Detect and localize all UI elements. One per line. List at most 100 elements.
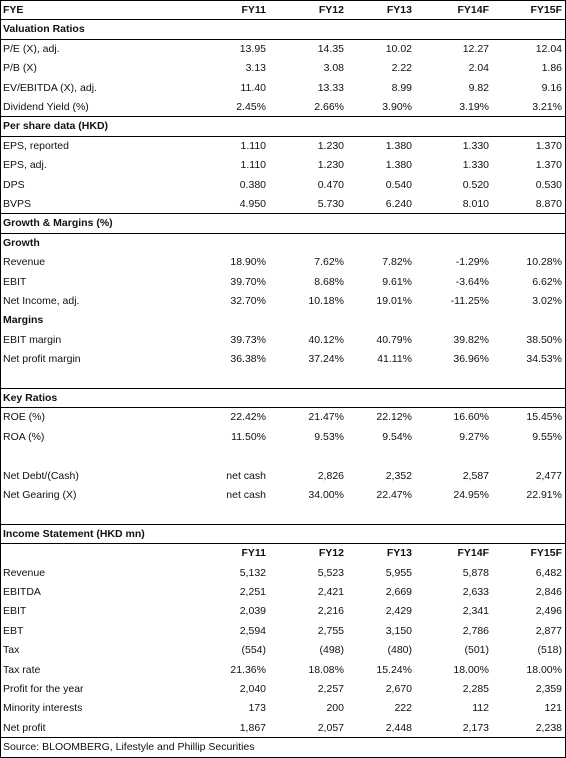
row-value: 2,216 (317, 605, 344, 618)
row-value: 12.27 (462, 42, 489, 55)
header-column: FY13 (386, 4, 412, 16)
row-value: 200 (326, 702, 344, 715)
row-value: 5,132 (239, 566, 266, 579)
row-value: 18.00% (526, 663, 562, 676)
row-value: 5,955 (385, 566, 412, 579)
row-value: 2,040 (239, 683, 266, 695)
row-label: Profit for the year (3, 683, 84, 695)
row-label: Revenue (3, 566, 46, 579)
row-label: Dividend Yield (%) (3, 101, 89, 113)
section-title: Per share data (HKD) (3, 120, 109, 133)
row-value: net cash (226, 489, 266, 501)
rule (1, 737, 565, 739)
row-value: 22.12% (376, 411, 412, 424)
row-value: 12.04 (535, 42, 562, 55)
row-value: 3.08 (323, 62, 344, 75)
row-value: 9.16 (541, 81, 562, 94)
header-column: FY11 (241, 4, 266, 16)
row-value: 1.370 (535, 139, 562, 152)
row-value: 39.70% (230, 275, 266, 288)
rule (1, 19, 565, 21)
row-value: 2,755 (317, 624, 344, 637)
rule (1, 135, 565, 137)
row-value: 37.24% (308, 353, 344, 366)
row-value: 2,670 (385, 683, 412, 695)
row-value: 6.62% (532, 275, 562, 288)
row-value: 0.380 (239, 178, 266, 191)
row-value: 3.90% (382, 101, 412, 113)
row-value: 11.50% (231, 430, 266, 443)
row-value: 8.68% (314, 275, 344, 288)
row-value: 2,429 (385, 605, 412, 618)
row-value: 0.540 (385, 178, 412, 191)
row-value: 2.04 (468, 62, 489, 75)
row-value: 2,341 (462, 605, 489, 618)
row-value: 2,057 (317, 721, 344, 734)
column-header: FY11 (241, 547, 266, 560)
row-label: EBIT margin (3, 333, 62, 346)
row-value: 0.470 (317, 178, 344, 191)
row-value: 8.99 (391, 81, 412, 94)
row-value: 40.12% (308, 333, 344, 346)
row-value: 1.86 (541, 62, 562, 75)
row-value: 40.79% (376, 333, 412, 346)
row-value: 3.21% (532, 101, 562, 113)
rule (1, 523, 565, 525)
header-column: FY15F (530, 4, 562, 16)
row-value: 2,669 (385, 586, 412, 598)
row-value: 9.61% (382, 275, 412, 288)
group-title: Growth (3, 236, 40, 249)
row-value: 4.950 (239, 198, 266, 210)
row-value: 39.73% (230, 333, 266, 346)
row-value: 2,477 (535, 469, 562, 482)
row-value: 7.62% (314, 256, 344, 269)
section-title: Valuation Ratios (3, 23, 85, 36)
row-label: EBT (3, 624, 24, 637)
group-title: Margins (3, 314, 44, 327)
row-label: EPS, adj. (3, 159, 47, 172)
row-value: 8.870 (535, 198, 562, 210)
row-value: 24.95% (453, 489, 489, 501)
row-value: 2.45% (236, 101, 266, 113)
row-value: 15.24% (376, 663, 412, 676)
row-value: (554) (241, 644, 266, 657)
row-value: 13.33 (317, 81, 344, 94)
row-value: 2,257 (317, 683, 344, 695)
header-column: FY14F (457, 4, 489, 16)
row-label: EBITDA (3, 586, 41, 598)
row-value: 5.730 (317, 198, 344, 210)
rule (1, 116, 565, 118)
row-value: -11.25% (450, 295, 489, 307)
row-value: 38.50% (526, 333, 562, 346)
row-value: 0.520 (462, 178, 489, 191)
column-header: FY14F (457, 547, 489, 560)
row-value: 19.01% (376, 295, 412, 307)
row-value: 34.00% (308, 489, 344, 501)
row-value: 2,594 (239, 624, 266, 637)
row-value: 16.60% (453, 411, 489, 424)
row-value: 6.240 (385, 198, 412, 210)
row-value: (498) (319, 644, 344, 657)
row-label: Minority interests (3, 702, 83, 715)
row-value: 2,587 (462, 469, 489, 482)
header-label: FYE (3, 4, 24, 16)
row-value: 3.13 (245, 62, 266, 75)
row-value: 2,039 (239, 605, 266, 618)
row-value: 36.38% (230, 353, 266, 366)
row-value: 36.96% (453, 353, 489, 366)
row-label: Tax rate (3, 663, 41, 676)
row-value: net cash (226, 469, 266, 482)
row-value: 3.19% (459, 101, 489, 113)
rule (1, 232, 565, 234)
row-label: Net Debt/(Cash) (3, 469, 79, 482)
section-title: Key Ratios (3, 392, 58, 404)
row-value: 13.95 (239, 42, 266, 55)
row-value: 1.230 (317, 159, 344, 172)
row-label: P/E (X), adj. (3, 42, 60, 55)
column-header: FY15F (530, 547, 562, 560)
row-value: 18.00% (453, 663, 489, 676)
row-label: EBIT (3, 275, 27, 288)
row-value: 2,448 (385, 721, 412, 734)
row-label: Net profit margin (3, 353, 81, 366)
source-note: Source: BLOOMBERG, Lifestyle and Phillip… (3, 741, 255, 754)
